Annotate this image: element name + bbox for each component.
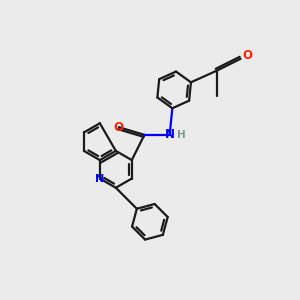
Text: N: N [95,173,104,184]
Text: H: H [177,130,185,140]
Text: N: N [165,128,175,141]
Text: O: O [114,121,124,134]
Text: O: O [242,49,252,62]
